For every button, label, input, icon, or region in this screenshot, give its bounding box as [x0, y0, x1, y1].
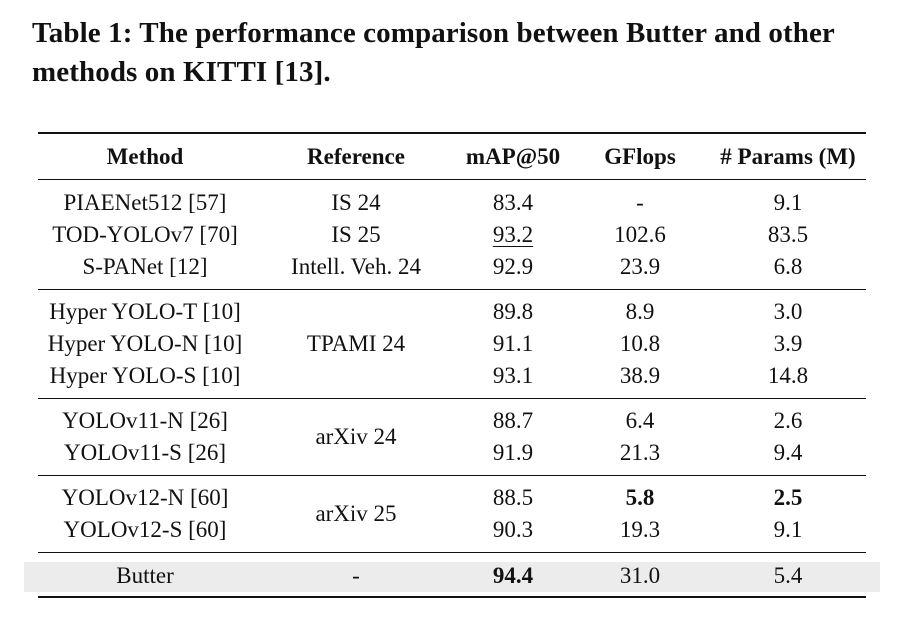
reference-cell: IS 25 [331, 222, 381, 247]
butter-row-highlight [24, 562, 880, 592]
method-cell: Hyper YOLO-T [10] [49, 299, 241, 324]
method-cell: YOLOv11-N [26] [62, 408, 228, 433]
bottom-rule [38, 596, 866, 598]
gflops-cell: 102.6 [614, 222, 666, 247]
gflops-cell: 38.9 [619, 363, 661, 388]
map50-cell: 91.1 [492, 331, 534, 356]
params-cell: 2.6 [773, 408, 803, 433]
header-method: Method [106, 144, 184, 169]
reference-cell: Intell. Veh. 24 [291, 254, 421, 279]
reference-cell: - [352, 563, 360, 588]
reference-cell: arXiv 24 [315, 424, 397, 449]
gflops-cell: 19.3 [619, 517, 661, 542]
map50-cell: 92.9 [492, 254, 534, 279]
reference-cell: IS 24 [331, 190, 381, 215]
params-cell: 5.4 [773, 563, 803, 588]
group-rule [38, 398, 866, 399]
map50-cell-second-best: 93.2 [492, 222, 534, 247]
gflops-cell: - [636, 190, 644, 215]
group-rule [38, 289, 866, 290]
header-reference: Reference [307, 144, 405, 169]
gflops-cell: 21.3 [619, 440, 661, 465]
map50-cell-best: 94.4 [492, 563, 534, 588]
map50-cell: 88.5 [492, 485, 534, 510]
header-rule [38, 179, 866, 180]
map50-cell: 90.3 [492, 517, 534, 542]
gflops-cell: 23.9 [619, 254, 661, 279]
method-cell: PIAENet512 [57] [63, 190, 227, 215]
map50-cell: 83.4 [492, 190, 534, 215]
params-cell: 3.9 [773, 331, 803, 356]
method-cell: Hyper YOLO-S [10] [49, 363, 241, 388]
top-rule [38, 132, 866, 134]
group-rule [38, 552, 866, 553]
table-caption: Table 1: The performance comparison betw… [32, 17, 835, 88]
gflops-cell: 10.8 [619, 331, 661, 356]
params-cell: 83.5 [767, 222, 809, 247]
header-map50: mAP@50 [465, 144, 561, 169]
group-rule [38, 475, 866, 476]
header-params: # Params (M) [720, 144, 856, 169]
params-cell: 14.8 [767, 363, 809, 388]
params-cell: 9.1 [773, 190, 803, 215]
method-cell: S-PANet [12] [82, 254, 208, 279]
params-cell: 9.4 [773, 440, 803, 465]
header-gflops: GFlops [604, 144, 676, 169]
method-cell: YOLOv12-N [60] [61, 485, 229, 510]
gflops-cell: 6.4 [625, 408, 655, 433]
method-cell: TOD-YOLOv7 [70] [52, 222, 238, 247]
params-cell: 9.1 [773, 517, 803, 542]
map50-cell: 88.7 [492, 408, 534, 433]
reference-cell: TPAMI 24 [306, 331, 406, 356]
map50-cell: 91.9 [492, 440, 534, 465]
params-cell-best: 2.5 [773, 485, 803, 510]
method-cell: Hyper YOLO-N [10] [47, 331, 243, 356]
method-cell: YOLOv11-S [26] [63, 440, 227, 465]
params-cell: 6.8 [773, 254, 803, 279]
gflops-cell: 8.9 [625, 299, 655, 324]
reference-cell: arXiv 25 [315, 501, 397, 526]
params-cell: 3.0 [773, 299, 803, 324]
map50-cell: 93.1 [492, 363, 534, 388]
gflops-cell-best: 5.8 [625, 485, 655, 510]
map50-cell: 89.8 [492, 299, 534, 324]
gflops-cell: 31.0 [619, 563, 661, 588]
method-cell: Butter [116, 563, 174, 588]
method-cell: YOLOv12-S [60] [63, 517, 227, 542]
